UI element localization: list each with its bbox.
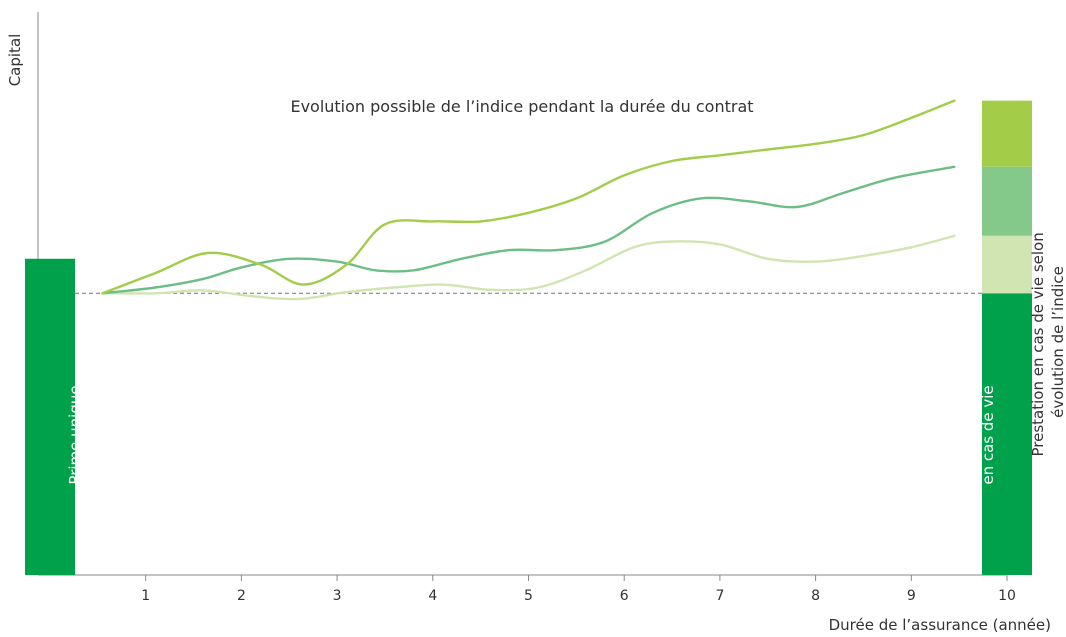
chart-title: Evolution possible de l’indice pendant l… <box>290 97 753 116</box>
stack-label: Prestation en cas de vie selon évolution… <box>1029 228 1066 457</box>
stack-segment-1 <box>982 235 1032 294</box>
bar-labels: Prime unique Prestation garantie en cas … <box>66 228 1066 509</box>
bar-prestation-garantie <box>982 293 1032 575</box>
x-tick-label: 6 <box>620 588 629 604</box>
x-tick-label: 7 <box>715 588 724 604</box>
plot-area: 1 2 3 4 5 6 7 8 9 10 <box>25 12 1032 604</box>
x-tick-label: 9 <box>907 588 916 604</box>
bar-prime-unique <box>25 258 75 575</box>
y-axis-label: Capital <box>6 34 24 87</box>
x-axis-label: Durée de l’assurance (année) <box>829 616 1051 634</box>
x-tick-label: 10 <box>998 588 1016 604</box>
series-line-1 <box>101 99 956 295</box>
x-tick-label: 5 <box>524 588 533 604</box>
stack-segment-2 <box>982 166 1032 236</box>
x-tick-label: 4 <box>428 588 437 604</box>
series-line-3 <box>101 234 956 301</box>
stack-segment-3 <box>982 100 1032 167</box>
bar-label-prime-unique: Prime unique <box>66 385 84 484</box>
bar-label-prestation-garantie: Prestation garantie en cas de vie <box>959 361 997 509</box>
x-tick-label: 8 <box>811 588 820 604</box>
x-tick-label: 1 <box>141 588 150 604</box>
x-tick-label: 2 <box>237 588 246 604</box>
x-tick-label: 3 <box>333 588 342 604</box>
series-line-2 <box>101 165 956 295</box>
